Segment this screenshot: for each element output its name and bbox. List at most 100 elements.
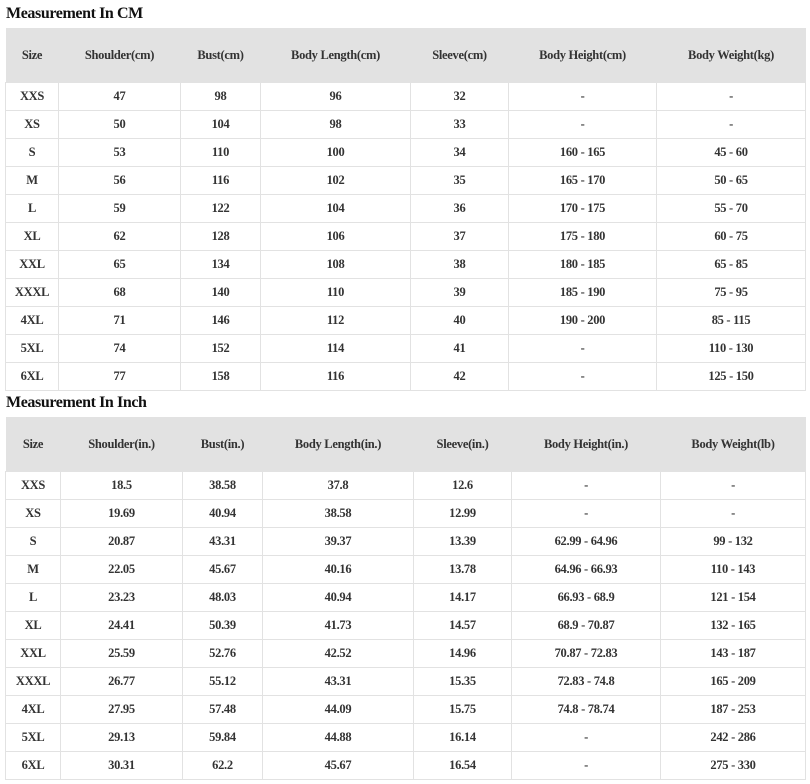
value-cell: 44.88 bbox=[262, 723, 414, 752]
inch-size-table: Size Shoulder(in.) Bust(in.) Body Length(in… bbox=[5, 417, 806, 780]
value-cell: 20.87 bbox=[60, 527, 183, 556]
value-cell: 72.83 - 74.8 bbox=[511, 667, 661, 696]
value-cell: 40.94 bbox=[262, 583, 414, 612]
value-cell: 15.75 bbox=[413, 695, 512, 724]
value-cell: 68.9 - 70.87 bbox=[511, 611, 661, 640]
value-cell: 110 bbox=[180, 138, 261, 167]
value-cell: 98 bbox=[180, 82, 261, 111]
value-cell: 185 - 190 bbox=[508, 278, 657, 307]
size-cell: S bbox=[5, 527, 61, 556]
size-cell: XS bbox=[5, 110, 59, 139]
value-cell: 102 bbox=[260, 166, 411, 195]
value-cell: 100 bbox=[260, 138, 411, 167]
size-cell: 6XL bbox=[5, 751, 61, 780]
header-row: Size Shoulder(cm) Bust(cm) Body Length(cm) S… bbox=[5, 28, 806, 83]
size-cell: XL bbox=[5, 222, 59, 251]
inch-table-title: Measurement In Inch bbox=[6, 394, 147, 411]
value-cell: 50 - 65 bbox=[656, 166, 806, 195]
value-cell: 122 bbox=[180, 194, 261, 223]
value-cell: 170 - 175 bbox=[508, 194, 657, 223]
column-header: Body Weight(kg) bbox=[656, 28, 806, 83]
value-cell: 65 bbox=[58, 250, 181, 279]
value-cell: 14.96 bbox=[413, 639, 512, 668]
value-cell: 36 bbox=[410, 194, 509, 223]
value-cell: 38.58 bbox=[182, 471, 263, 500]
value-cell: 37.8 bbox=[262, 471, 414, 500]
size-cell: XS bbox=[5, 499, 61, 528]
value-cell: 55 - 70 bbox=[656, 194, 806, 223]
size-cell: XXXL bbox=[5, 278, 59, 307]
value-cell: 134 bbox=[180, 250, 261, 279]
value-cell: 34 bbox=[410, 138, 509, 167]
value-cell: 16.14 bbox=[413, 723, 512, 752]
column-header: Sleeve(in.) bbox=[413, 417, 512, 472]
table-row: S 53 110 100 34 160 - 165 45 - 60 bbox=[5, 138, 806, 167]
table-row: L 23.23 48.03 40.94 14.17 66.93 - 68.9 121 - 1… bbox=[5, 583, 806, 612]
table-row: 6XL 77 158 116 42-125 - 150 bbox=[5, 362, 806, 391]
value-cell: 190 - 200 bbox=[508, 306, 657, 335]
value-cell: 45 - 60 bbox=[656, 138, 806, 167]
value-cell: 165 - 170 bbox=[508, 166, 657, 195]
value-cell: 106 bbox=[260, 222, 411, 251]
value-cell: 40.94 bbox=[182, 499, 263, 528]
size-cell: 6XL bbox=[5, 362, 59, 391]
size-cell: XXXL bbox=[5, 667, 61, 696]
table-row: XXS 47 98 96 32- - bbox=[5, 82, 806, 111]
table-row: M 56 116 102 35 165 - 170 50 - 65 bbox=[5, 166, 806, 195]
value-cell: 160 - 165 bbox=[508, 138, 657, 167]
table-row: 6XL 30.31 62.2 45.67 16.54-275 - 330 bbox=[5, 751, 806, 780]
value-cell: 50 bbox=[58, 110, 181, 139]
table-row: S 20.87 43.31 39.37 13.39 62.99 - 64.96 99 - 1… bbox=[5, 527, 806, 556]
value-cell: 27.95 bbox=[60, 695, 183, 724]
value-cell: 41 bbox=[410, 334, 509, 363]
value-cell: 30.31 bbox=[60, 751, 183, 780]
value-cell: - bbox=[511, 751, 661, 780]
value-cell: 66.93 - 68.9 bbox=[511, 583, 661, 612]
table-row: XXL 65 134 108 38 180 - 185 65 - 85 bbox=[5, 250, 806, 279]
value-cell: 275 - 330 bbox=[660, 751, 806, 780]
value-cell: 44.09 bbox=[262, 695, 414, 724]
value-cell: 98 bbox=[260, 110, 411, 139]
value-cell: 32 bbox=[410, 82, 509, 111]
column-header: Size bbox=[5, 28, 59, 83]
value-cell: 23.23 bbox=[60, 583, 183, 612]
value-cell: - bbox=[508, 82, 657, 111]
value-cell: 116 bbox=[180, 166, 261, 195]
value-cell: 116 bbox=[260, 362, 411, 391]
value-cell: - bbox=[511, 723, 661, 752]
column-header: Size bbox=[5, 417, 61, 472]
value-cell: 62.2 bbox=[182, 751, 263, 780]
table-row: XL 24.41 50.39 41.73 14.57 68.9 - 70.87 132 - … bbox=[5, 611, 806, 640]
value-cell: 13.78 bbox=[413, 555, 512, 584]
table-row: XXS 18.5 38.58 37.8 12.6- - bbox=[5, 471, 806, 500]
value-cell: 35 bbox=[410, 166, 509, 195]
value-cell: 110 bbox=[260, 278, 411, 307]
value-cell: - bbox=[660, 471, 806, 500]
value-cell: 99 - 132 bbox=[660, 527, 806, 556]
size-cell: L bbox=[5, 194, 59, 223]
value-cell: 42 bbox=[410, 362, 509, 391]
table-row: XS 50 104 98 33- - bbox=[5, 110, 806, 139]
value-cell: 45.67 bbox=[182, 555, 263, 584]
value-cell: 41.73 bbox=[262, 611, 414, 640]
value-cell: - bbox=[660, 499, 806, 528]
value-cell: 52.76 bbox=[182, 639, 263, 668]
value-cell: 38 bbox=[410, 250, 509, 279]
value-cell: 65 - 85 bbox=[656, 250, 806, 279]
size-cell: XXS bbox=[5, 471, 61, 500]
value-cell: 47 bbox=[58, 82, 181, 111]
value-cell: 56 bbox=[58, 166, 181, 195]
value-cell: - bbox=[508, 362, 657, 391]
value-cell: - bbox=[656, 110, 806, 139]
cm-table-title: Measurement In CM bbox=[6, 5, 143, 22]
table-row: XXXL 26.77 55.12 43.31 15.35 72.83 - 74.8 165 … bbox=[5, 667, 806, 696]
value-cell: 242 - 286 bbox=[660, 723, 806, 752]
value-cell: 85 - 115 bbox=[656, 306, 806, 335]
value-cell: 62 bbox=[58, 222, 181, 251]
table-row: XS 19.69 40.94 38.58 12.99- - bbox=[5, 499, 806, 528]
size-cell: S bbox=[5, 138, 59, 167]
value-cell: 43.31 bbox=[262, 667, 414, 696]
value-cell: 132 - 165 bbox=[660, 611, 806, 640]
table-row: L 59 122 104 36 170 - 175 55 - 70 bbox=[5, 194, 806, 223]
column-header: Sleeve(cm) bbox=[410, 28, 509, 83]
